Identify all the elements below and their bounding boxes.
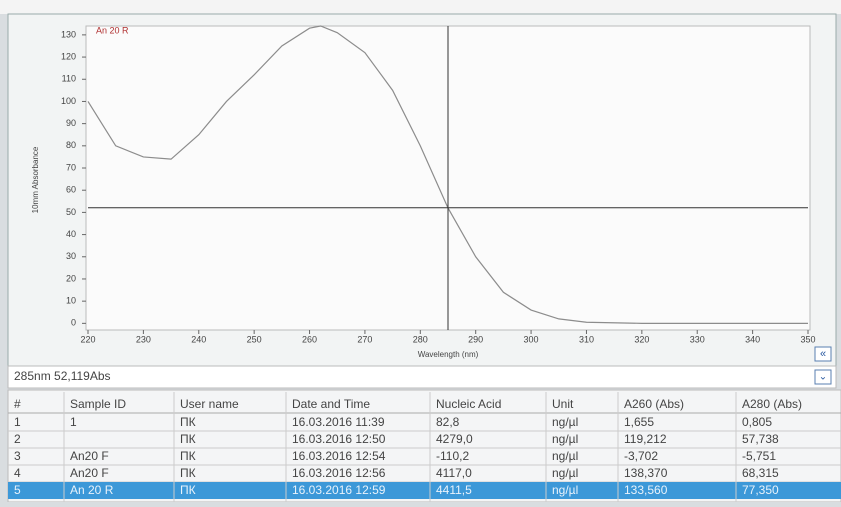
table-cell: 1 [70, 415, 77, 429]
column-header: # [14, 397, 21, 411]
table-cell: ПК [180, 415, 196, 429]
table-cell: 0,805 [742, 415, 772, 429]
table-cell: ng/µl [552, 415, 578, 429]
table-cell: 3 [14, 449, 21, 463]
y-tick-label: 50 [66, 207, 76, 217]
table-cell: An20 F [70, 449, 109, 463]
x-tick-label: 220 [80, 334, 95, 344]
table-cell: ng/µl [552, 449, 578, 463]
y-tick-label: 20 [66, 273, 76, 283]
y-tick-label: 80 [66, 140, 76, 150]
table-cell: An20 F [70, 466, 109, 480]
x-tick-label: 270 [357, 334, 372, 344]
page: An 20 R 10mm Absorbance Wavelength (nm) … [0, 0, 841, 502]
table-cell: ПК [180, 483, 196, 497]
x-tick-label: 260 [302, 334, 317, 344]
y-tick-label: 40 [66, 229, 76, 239]
status-text: 285nm 52,119Abs [14, 369, 111, 383]
column-header: Date and Time [292, 397, 370, 411]
top-strip [0, 0, 841, 14]
table-cell: -110,2 [436, 449, 469, 463]
table-cell: 16.03.2016 11:39 [292, 415, 385, 429]
y-axis-label: 10mm Absorbance [31, 146, 40, 213]
y-tick-label: 30 [66, 251, 76, 261]
table-cell: ng/µl [552, 466, 578, 480]
y-tick-label: 110 [62, 74, 76, 84]
x-tick-label: 340 [745, 334, 760, 344]
table-cell: 4 [14, 466, 21, 480]
screen: An 20 R 10mm Absorbance Wavelength (nm) … [0, 0, 841, 502]
table-cell: 16.03.2016 12:54 [292, 449, 386, 463]
column-header: User name [180, 397, 239, 411]
column-header: Sample ID [70, 397, 126, 411]
table-cell: ng/µl [552, 432, 578, 446]
table-cell: ng/µl [552, 483, 578, 497]
x-tick-label: 290 [468, 334, 483, 344]
table-cell: 138,370 [624, 466, 668, 480]
table-cell: 133,560 [624, 483, 668, 497]
x-tick-label: 320 [634, 334, 649, 344]
table-cell: 119,212 [624, 432, 667, 446]
table-cell: 2 [14, 432, 21, 446]
x-tick-label: 250 [247, 334, 262, 344]
table-cell: ПК [180, 449, 196, 463]
table-cell: ПК [180, 466, 196, 480]
x-tick-label: 310 [579, 334, 594, 344]
column-header: Unit [552, 397, 574, 411]
selected-row [8, 482, 841, 499]
y-tick-label: 10 [66, 296, 76, 306]
table-cell: ПК [180, 432, 196, 446]
table-cell: 16.03.2016 12:59 [292, 483, 386, 497]
x-tick-label: 240 [191, 334, 206, 344]
status-bar [8, 366, 836, 388]
table-cell: 57,738 [742, 432, 779, 446]
y-tick-label: 90 [66, 118, 76, 128]
y-tick-label: 120 [61, 51, 76, 61]
table-cell: 4117,0 [436, 466, 472, 480]
x-tick-label: 330 [690, 334, 705, 344]
table-cell: -3,702 [624, 449, 658, 463]
y-tick-label: 60 [66, 185, 76, 195]
column-header: A280 (Abs) [742, 397, 802, 411]
y-tick-label: 70 [66, 162, 76, 172]
table-cell: 5 [14, 483, 21, 497]
table-cell: 4411,5 [436, 483, 472, 497]
x-tick-label: 350 [800, 334, 815, 344]
column-header: Nucleic Acid [436, 397, 501, 411]
collapse-icon: « [820, 348, 826, 360]
x-tick-label: 230 [136, 334, 151, 344]
table-cell: An 20 R [70, 483, 114, 497]
x-tick-label: 300 [524, 334, 539, 344]
expand-icon: ⌄ [819, 372, 827, 383]
y-tick-label: 100 [61, 96, 76, 106]
table-cell: 16.03.2016 12:50 [292, 432, 386, 446]
table-cell: 4279,0 [436, 432, 473, 446]
y-tick-label: 130 [61, 29, 76, 39]
table-cell: 1,655 [624, 415, 654, 429]
column-header: A260 (Abs) [624, 397, 684, 411]
x-tick-label: 280 [413, 334, 428, 344]
table-cell: 77,350 [742, 483, 779, 497]
x-axis-label: Wavelength (nm) [418, 350, 479, 359]
table-cell: 16.03.2016 12:56 [292, 466, 386, 480]
legend: An 20 R [96, 25, 129, 35]
table-cell: 82,8 [436, 415, 460, 429]
y-tick-label: 0 [71, 318, 76, 328]
table-cell: -5,751 [742, 449, 776, 463]
table-cell: 68,315 [742, 466, 779, 480]
table-cell: 1 [14, 415, 21, 429]
